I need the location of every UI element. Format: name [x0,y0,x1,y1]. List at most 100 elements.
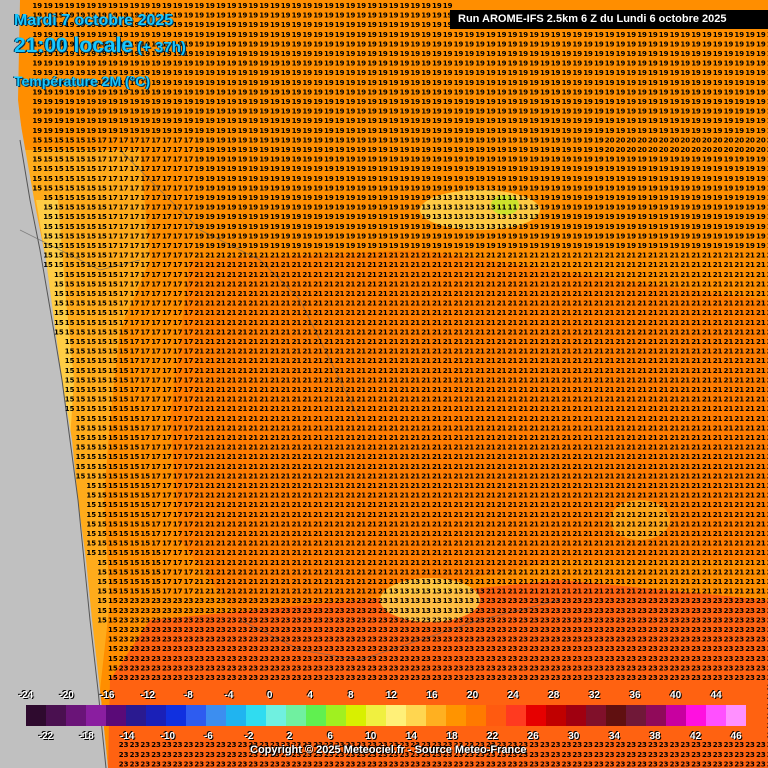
grid-value: 23 [173,645,183,653]
grid-value: 21 [605,405,615,413]
grid-value: 19 [464,156,474,164]
grid-value: 15 [86,444,96,452]
grid-value: 21 [616,319,626,327]
grid-value: 21 [248,530,258,538]
coastline [19,139,107,768]
grid-value: 19 [616,242,626,250]
grid-value: 23 [454,760,464,768]
grid-value: 19 [162,21,172,29]
grid-value: 21 [529,520,539,528]
grid-value: 23 [292,760,302,768]
grid-value: 21 [216,252,226,260]
grid-value: 23 [270,655,280,663]
grid-value: 21 [324,280,334,288]
grid-value: 21 [335,405,345,413]
grid-value: 21 [497,511,507,519]
grid-value: 23 [227,655,237,663]
grid-value: 21 [702,319,712,327]
legend-swatch [46,705,66,726]
grid-value: 19 [605,204,615,212]
grid-value: 15 [86,261,96,269]
grid-value: 19 [292,98,302,106]
grid-value: 19 [335,223,345,231]
grid-value: 21 [313,328,323,336]
grid-value: 21 [551,530,561,538]
grid-value: 17 [130,396,140,404]
grid-value: 21 [572,453,582,461]
grid-value: 23 [680,626,690,634]
grid-value: 15 [97,232,107,240]
grid-value: 17 [151,357,161,365]
grid-value: 19 [76,40,86,48]
grid-value: 19 [486,98,496,106]
grid-value: 17 [173,482,183,490]
grid-value: 23 [475,655,485,663]
grid-value: 17 [140,146,150,154]
grid-value: 23 [745,674,755,682]
grid-value: 21 [205,578,215,586]
grid-value: 23 [518,751,528,759]
grid-value: 19 [648,108,658,116]
grid-value: 17 [140,271,150,279]
grid-value: 19 [432,127,442,135]
grid-value: 19 [432,40,442,48]
grid-value: 23 [400,616,410,624]
grid-value: 21 [767,300,768,308]
grid-value: 19 [572,117,582,125]
grid-value: 21 [421,424,431,432]
grid-value: 21 [713,319,723,327]
grid-value: 21 [540,280,550,288]
grid-value: 23 [616,636,626,644]
grid-value: 17 [151,482,161,490]
grid-value: 17 [173,396,183,404]
grid-value: 21 [367,453,377,461]
grid-value: 21 [346,290,356,298]
grid-value: 21 [497,300,507,308]
grid-value: 19 [756,232,766,240]
grid-value: 21 [335,549,345,557]
grid-value: 21 [767,463,768,471]
grid-value: 21 [302,530,312,538]
grid-value: 19 [43,40,53,48]
grid-value: 21 [324,357,334,365]
grid-value: 15 [76,290,86,298]
grid-value: 21 [734,492,744,500]
grid-value: 23 [313,741,323,749]
grid-value: 21 [486,568,496,576]
grid-value: 21 [734,300,744,308]
grid-value: 21 [508,578,518,586]
grid-value: 17 [130,242,140,250]
grid-value: 19 [734,156,744,164]
grid-value: 21 [248,540,258,548]
grid-value: 19 [562,127,572,135]
grid-value: 21 [194,578,204,586]
grid-value: 17 [151,136,161,144]
grid-value: 21 [508,568,518,576]
grid-value: 21 [518,492,528,500]
grid-value: 21 [367,472,377,480]
grid-value: 21 [335,386,345,394]
grid-value: 21 [292,453,302,461]
grid-value: 23 [443,664,453,672]
grid-value: 21 [540,309,550,317]
grid-value: 21 [454,348,464,356]
grid-value: 19 [259,223,269,231]
grid-value: 21 [313,501,323,509]
grid-value: 21 [238,328,248,336]
grid-value: 21 [443,396,453,404]
grid-value: 21 [702,290,712,298]
grid-value: 23 [659,597,669,605]
grid-value: 17 [162,252,172,260]
grid-value: 19 [562,204,572,212]
grid-value: 21 [270,300,280,308]
grid-value: 15 [86,424,96,432]
grid-value: 21 [518,357,528,365]
grid-value: 21 [551,338,561,346]
grid-value: 19 [184,2,194,10]
grid-value: 17 [173,549,183,557]
grid-value: 15 [140,540,150,548]
grid-value: 21 [497,367,507,375]
legend-swatch [726,705,746,726]
grid-value: 21 [248,338,258,346]
grid-value: 23 [313,636,323,644]
